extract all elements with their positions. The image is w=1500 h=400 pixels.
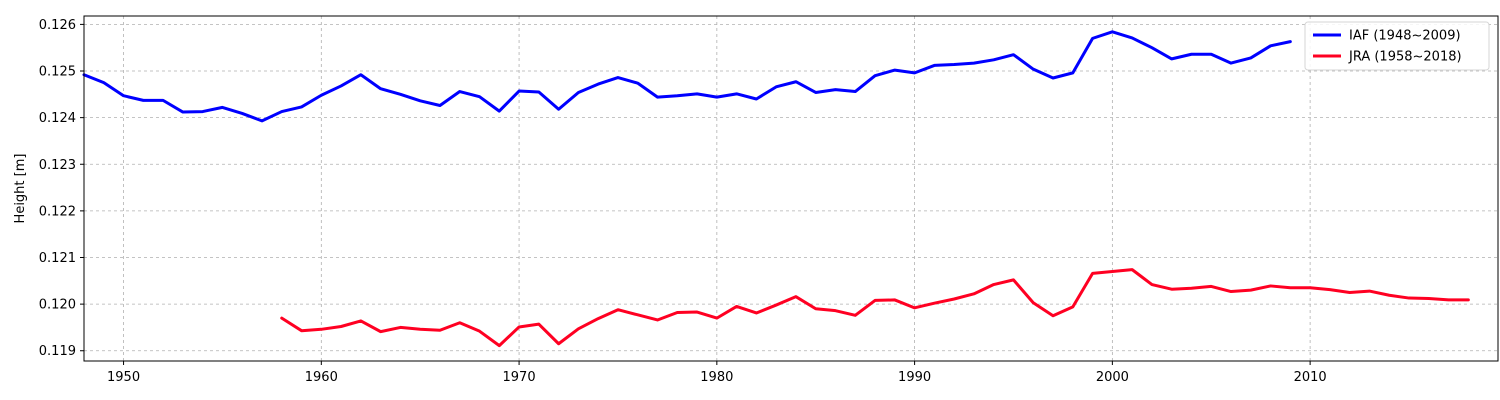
series-layer [82, 30, 1470, 348]
y-tick-label: 0.124 [39, 111, 76, 126]
x-tick-label: 1990 [898, 370, 931, 385]
y-tick-label: 0.125 [39, 65, 76, 80]
y-tick-label: 0.120 [39, 298, 76, 313]
legend-label: JRA (1958~2018) [1348, 50, 1462, 65]
y-tick-label: 0.126 [39, 18, 76, 33]
tick-layer: 1950 1960 1970 1980 1990 2000 2010 0.119 0.120 0.… [39, 18, 1327, 385]
x-tick-label: 1970 [503, 370, 536, 385]
series-line-1 [280, 268, 1470, 348]
y-tick-label: 0.119 [39, 344, 76, 359]
legend-box [1304, 21, 1490, 71]
x-tick-label: 1960 [305, 370, 338, 385]
series-line-0 [82, 30, 1292, 123]
y-tick-label: 0.123 [39, 158, 76, 173]
legend-label: IAF (1948~2009) [1349, 29, 1461, 44]
legend: IAF (1948~2009) JRA (1958~2018) [1304, 21, 1490, 71]
plot-frame [83, 15, 1499, 362]
y-tick-label: 0.121 [39, 251, 76, 266]
y-axis-title: Height [m] [13, 154, 28, 224]
grid-layer [84, 16, 1498, 361]
x-tick-label: 2000 [1096, 370, 1129, 385]
x-tick-label: 1980 [700, 370, 733, 385]
y-tick-label: 0.122 [39, 204, 76, 219]
x-tick-label: 2010 [1294, 370, 1327, 385]
x-tick-label: 1950 [107, 370, 140, 385]
